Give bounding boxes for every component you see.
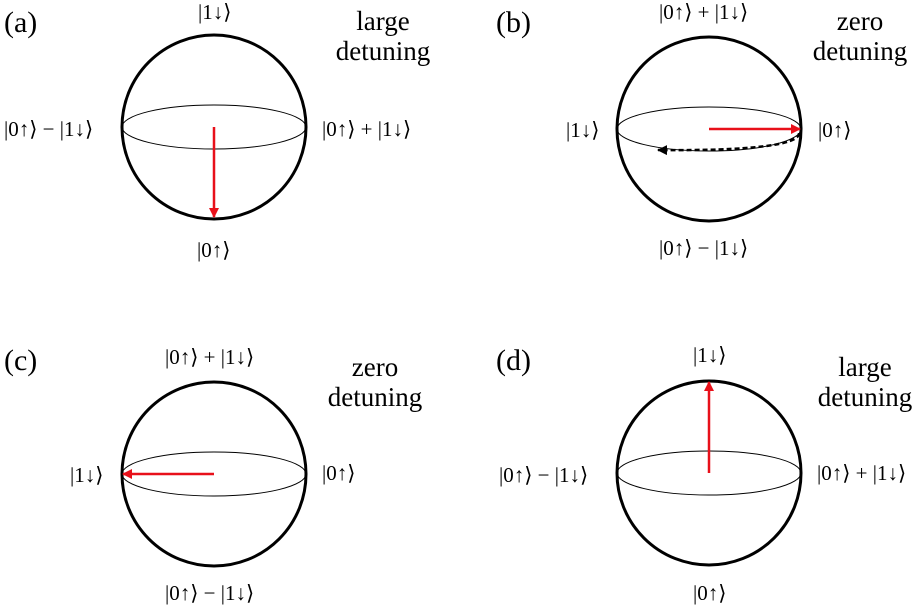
detuning-line2: detuning bbox=[335, 36, 431, 66]
left-state-label-d: |0↑⟩ − |1↓⟩ bbox=[499, 463, 589, 487]
detuning-line1: large bbox=[838, 352, 892, 382]
right-state-label-a: |0↑⟩ + |1↓⟩ bbox=[322, 117, 412, 141]
panel-letter-a: (a) bbox=[4, 6, 38, 39]
bottom-state-label-a: |0↑⟩ bbox=[197, 238, 231, 262]
detuning-line1: large bbox=[356, 6, 410, 36]
left-state-label-c: |1↓⟩ bbox=[70, 463, 104, 487]
right-state-label-c: |0↑⟩ bbox=[322, 461, 356, 485]
bloch-sphere-b bbox=[615, 35, 803, 223]
bottom-state-label-b: |0↑⟩ − |1↓⟩ bbox=[659, 236, 749, 260]
precession-trajectory-arrow bbox=[657, 132, 801, 156]
panel-letter-b: (b) bbox=[496, 6, 531, 39]
right-state-label-b: |0↑⟩ bbox=[818, 118, 852, 142]
left-state-label-b: |1↓⟩ bbox=[566, 118, 600, 142]
detuning-label-d: large detuning bbox=[810, 352, 920, 412]
detuning-line1: zero bbox=[836, 6, 884, 36]
detuning-label-a: large detuning bbox=[328, 6, 438, 66]
top-state-label-b: |0↑⟩ + |1↓⟩ bbox=[659, 0, 749, 24]
left-state-label-a: |0↑⟩ − |1↓⟩ bbox=[4, 117, 94, 141]
bottom-state-label-c: |0↑⟩ − |1↓⟩ bbox=[165, 581, 255, 605]
detuning-line2: detuning bbox=[327, 382, 423, 412]
detuning-label-c: zero detuning bbox=[320, 352, 430, 412]
detuning-line1: zero bbox=[351, 352, 399, 382]
bloch-sphere-a bbox=[120, 33, 308, 221]
right-state-label-d: |0↑⟩ + |1↓⟩ bbox=[817, 461, 907, 485]
top-state-label-a: |1↓⟩ bbox=[198, 0, 232, 24]
detuning-label-b: zero detuning bbox=[805, 6, 915, 66]
detuning-line2: detuning bbox=[812, 36, 908, 66]
bottom-state-label-d: |0↑⟩ bbox=[693, 581, 727, 605]
detuning-line2: detuning bbox=[817, 382, 913, 412]
panel-letter-d: (d) bbox=[496, 344, 531, 377]
equator-ellipse bbox=[616, 106, 802, 152]
top-state-label-c: |0↑⟩ + |1↓⟩ bbox=[165, 345, 255, 369]
top-state-label-d: |1↓⟩ bbox=[693, 343, 727, 367]
bloch-sphere-d bbox=[615, 379, 803, 567]
panel-letter-c: (c) bbox=[4, 344, 38, 377]
bloch-sphere-c bbox=[120, 380, 308, 568]
